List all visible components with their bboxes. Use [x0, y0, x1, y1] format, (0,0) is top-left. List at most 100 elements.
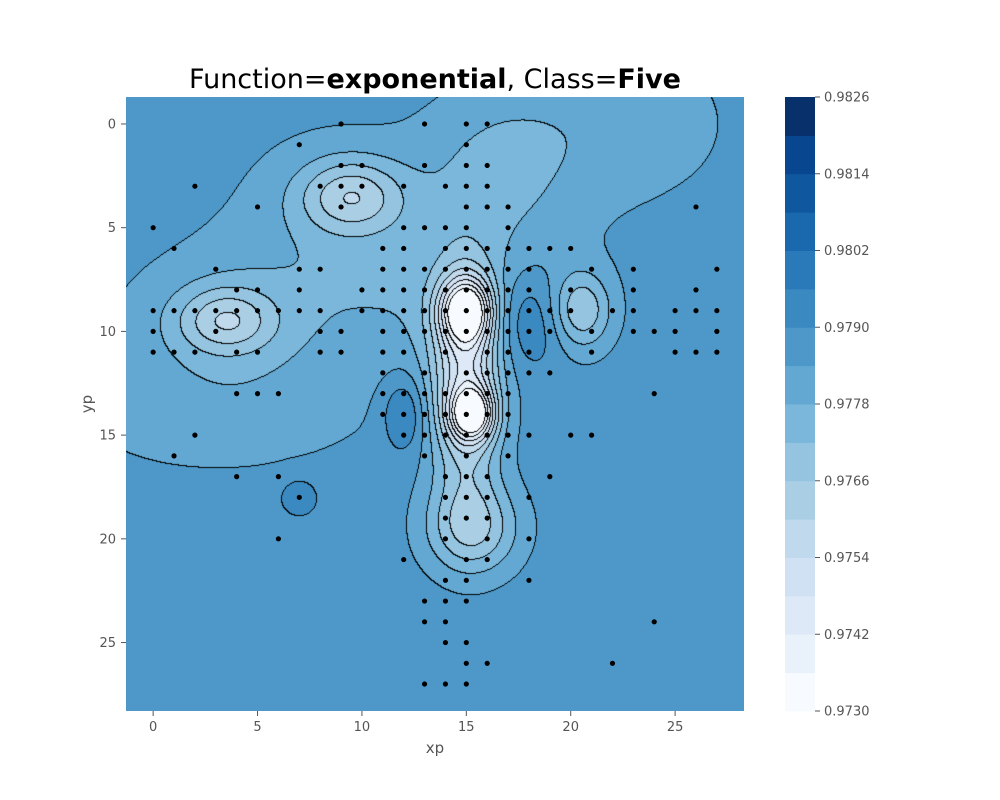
- data-point: [505, 453, 511, 459]
- data-point: [463, 515, 469, 521]
- y-axis-label: yp: [78, 395, 96, 413]
- data-point: [421, 598, 428, 604]
- data-point: [484, 287, 490, 293]
- data-point: [463, 453, 469, 459]
- data-point: [463, 162, 469, 169]
- data-point: [484, 370, 490, 376]
- data-point: [693, 349, 699, 355]
- data-point: [338, 328, 344, 334]
- data-point: [484, 162, 490, 169]
- x-tick-label: 10: [354, 720, 371, 735]
- data-point: [421, 619, 428, 625]
- data-point: [234, 474, 240, 480]
- colorbar-segment: [785, 212, 815, 251]
- data-point: [526, 577, 532, 583]
- data-point: [484, 349, 490, 355]
- data-point: [359, 308, 365, 314]
- data-point: [484, 204, 490, 210]
- data-point: [484, 660, 490, 666]
- data-point: [484, 536, 490, 542]
- x-tick-label: 0: [149, 720, 157, 735]
- data-point: [296, 287, 302, 293]
- data-point: [213, 328, 219, 334]
- data-point: [547, 245, 553, 252]
- data-point: [401, 349, 407, 355]
- data-point: [421, 391, 428, 397]
- data-point: [213, 266, 219, 272]
- colorbar-segment: [785, 135, 815, 175]
- data-point: [421, 121, 428, 127]
- colorbar-tick-label: 0.9730: [824, 705, 870, 720]
- data-point: [526, 287, 532, 293]
- data-point: [547, 308, 553, 314]
- data-point: [421, 308, 428, 314]
- data-point: [463, 225, 469, 231]
- data-point: [463, 556, 469, 563]
- data-point: [442, 639, 449, 646]
- data-point: [463, 204, 469, 210]
- data-point: [442, 598, 449, 604]
- data-point: [150, 349, 156, 355]
- data-point: [296, 142, 302, 148]
- data-point: [296, 494, 302, 500]
- data-point: [630, 308, 636, 314]
- data-point: [672, 349, 678, 355]
- data-point: [505, 370, 511, 376]
- data-point: [484, 432, 490, 438]
- data-point: [401, 287, 407, 293]
- data-point: [463, 287, 469, 293]
- data-point: [171, 308, 177, 314]
- data-point: [317, 266, 323, 272]
- data-point: [442, 328, 449, 334]
- colorbar-segment: [785, 480, 815, 520]
- data-point: [401, 225, 407, 231]
- data-point: [421, 453, 428, 459]
- data-point: [547, 328, 553, 334]
- data-point: [442, 411, 449, 417]
- x-tick-label: 20: [562, 720, 579, 735]
- y-tick-label: 5: [108, 221, 116, 236]
- data-point: [442, 183, 449, 189]
- data-point: [526, 308, 532, 314]
- data-point: [484, 328, 490, 334]
- data-point: [213, 308, 219, 314]
- data-point: [672, 308, 678, 314]
- colorbar-tick-label: 0.9766: [824, 474, 870, 489]
- data-point: [380, 391, 386, 397]
- data-point: [463, 308, 469, 314]
- data-point: [380, 328, 386, 334]
- colorbar-segment: [785, 97, 815, 136]
- data-point: [463, 245, 469, 252]
- data-point: [484, 308, 490, 314]
- data-point: [568, 308, 574, 314]
- data-point: [463, 328, 469, 334]
- data-point: [421, 266, 428, 272]
- colorbar-segment: [785, 327, 815, 367]
- data-point: [171, 245, 177, 252]
- title-class: Five: [617, 64, 681, 95]
- colorbar-segment: [785, 173, 815, 213]
- data-point: [463, 266, 469, 272]
- data-point: [421, 681, 428, 687]
- data-point: [421, 432, 428, 438]
- data-point: [442, 681, 449, 687]
- data-point: [526, 432, 532, 438]
- data-point: [192, 308, 198, 314]
- data-point: [505, 432, 511, 438]
- data-point: [505, 328, 511, 334]
- data-point: [442, 308, 449, 314]
- data-point: [526, 370, 532, 376]
- data-point: [254, 287, 261, 293]
- data-point: [401, 411, 407, 417]
- data-point: [359, 183, 365, 189]
- data-point: [484, 183, 490, 189]
- title-separator: , Class=: [507, 64, 618, 95]
- data-point: [401, 266, 407, 272]
- data-point: [693, 308, 699, 314]
- data-point: [192, 432, 198, 438]
- data-point: [463, 142, 469, 148]
- data-point: [171, 453, 177, 459]
- data-point: [192, 349, 198, 355]
- colorbar-segment: [785, 404, 815, 443]
- data-point: [171, 349, 177, 355]
